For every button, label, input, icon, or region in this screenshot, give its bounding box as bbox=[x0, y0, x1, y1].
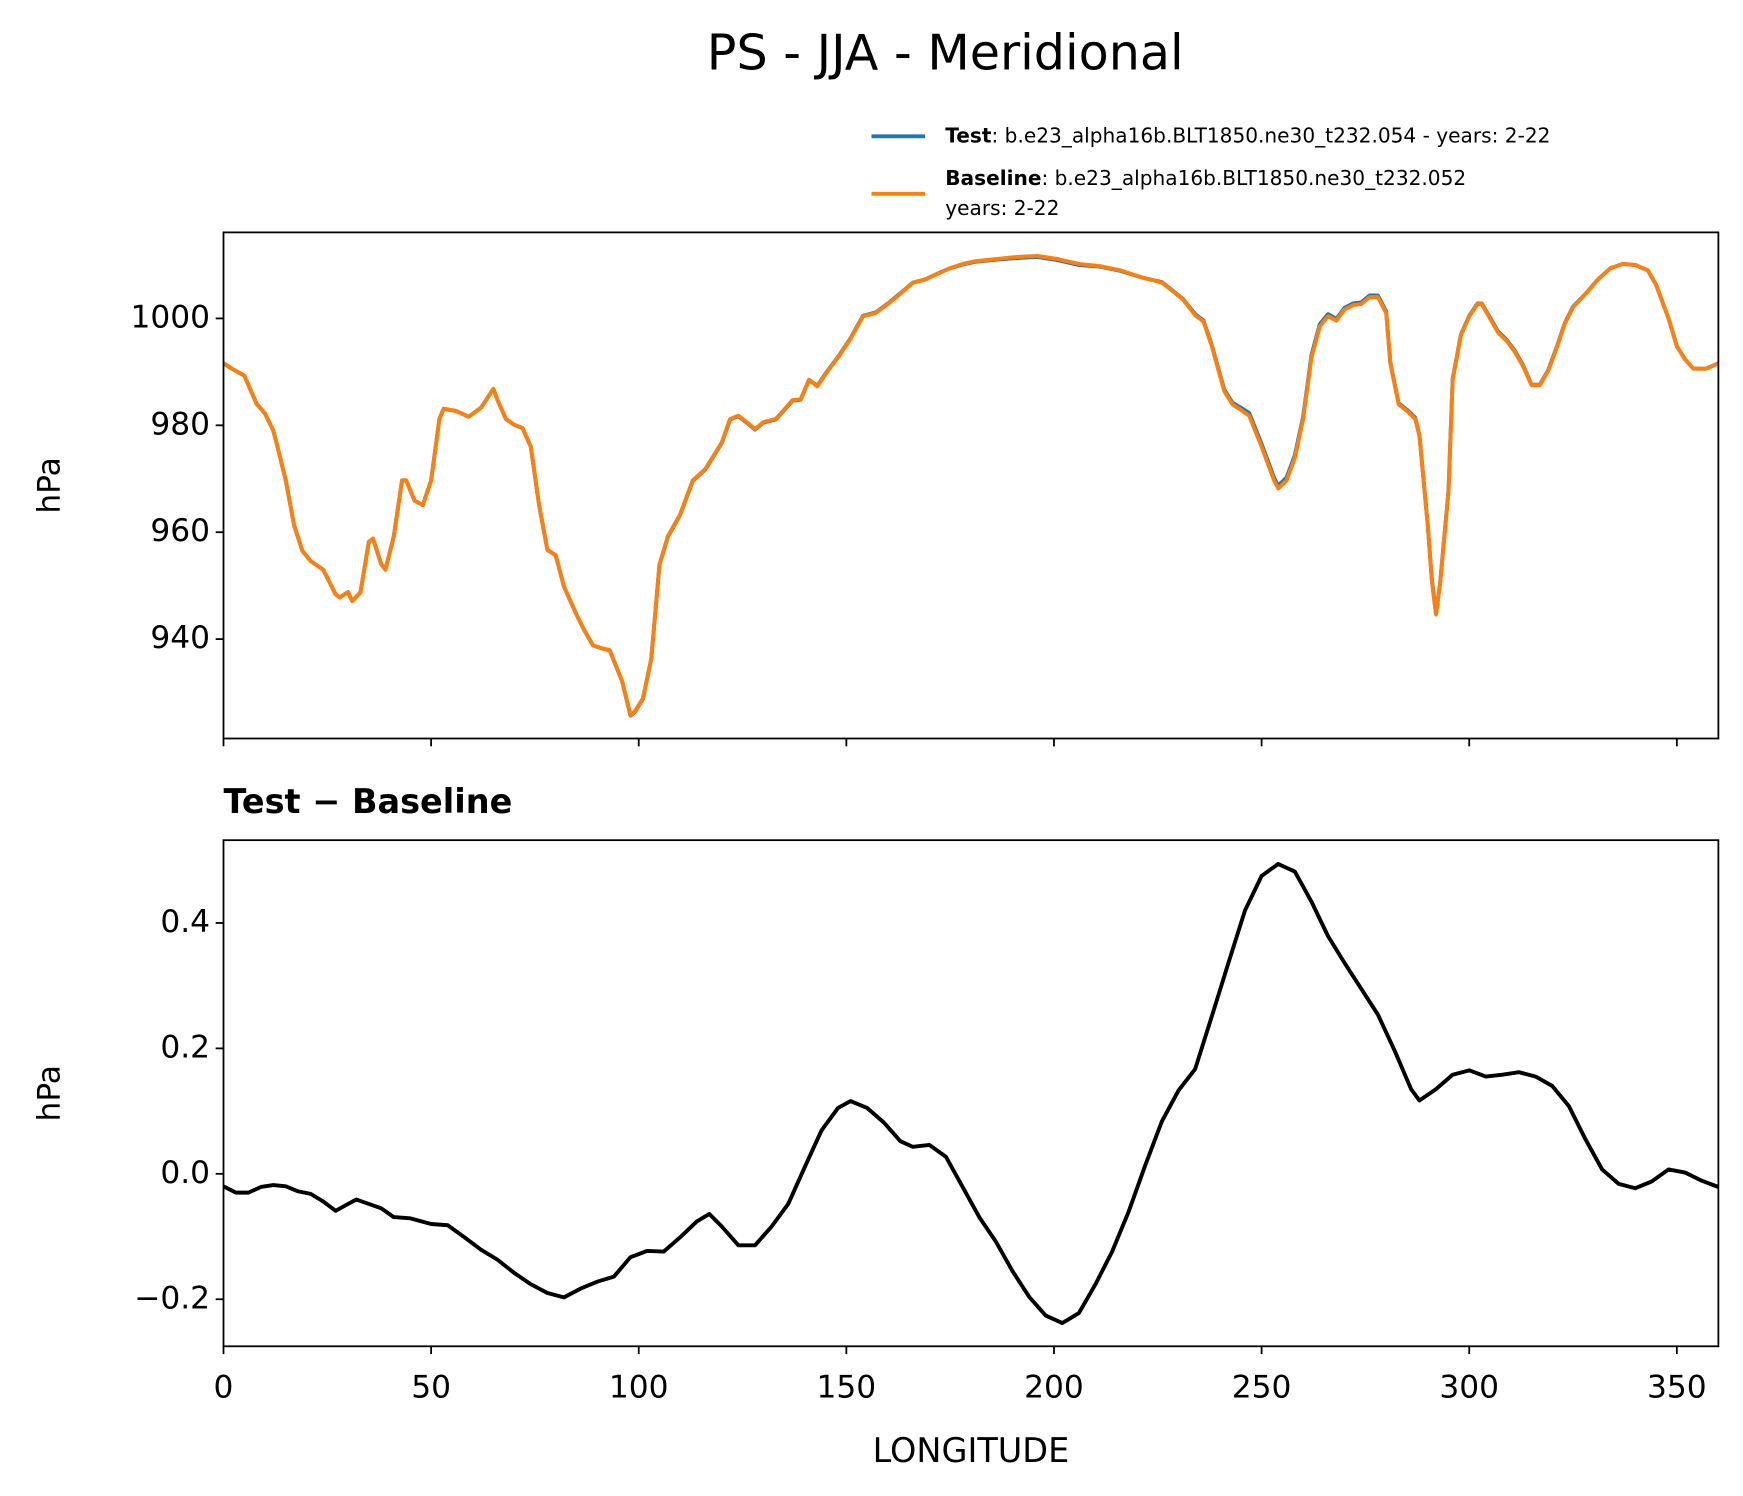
y-tick-label: 980 bbox=[150, 406, 210, 442]
legend-description: : b.e23_alpha16b.BLT1850.ne30_t232.054 -… bbox=[992, 123, 1551, 147]
y-tick-label: −0.2 bbox=[134, 1280, 210, 1316]
x-tick-label: 200 bbox=[1024, 1370, 1084, 1406]
data-line bbox=[222, 253, 1720, 717]
y-tick-label: 960 bbox=[150, 513, 210, 549]
y-tick-label: 0.2 bbox=[160, 1029, 210, 1065]
legend-label: years: 2-22 bbox=[945, 195, 1059, 219]
x-tick-label: 150 bbox=[817, 1370, 877, 1406]
y-tick-label: 0.0 bbox=[160, 1155, 210, 1191]
x-tick-label: 350 bbox=[1647, 1370, 1707, 1406]
legend-label: Test: b.e23_alpha16b.BLT1850.ne30_t232.0… bbox=[945, 123, 1550, 147]
legend: Test: b.e23_alpha16b.BLT1850.ne30_t232.0… bbox=[871, 123, 1550, 219]
axes: −0.2 0.0 0.2 0.4 0 50 100 150 200 250 300 350 Test −… bbox=[31, 782, 1720, 1470]
axes-frame bbox=[222, 231, 1720, 740]
y-axis-label: hPa bbox=[31, 1065, 67, 1121]
x-tick-label: 50 bbox=[411, 1370, 451, 1406]
legend-description: years: 2-22 bbox=[945, 195, 1059, 219]
axes: 940 960 980 1000 hPa bbox=[31, 231, 1720, 747]
x-tick-label: 250 bbox=[1232, 1370, 1292, 1406]
y-axis-label: hPa bbox=[31, 457, 67, 513]
legend-label: Baseline: b.e23_alpha16b.BLT1850.ne30_t2… bbox=[945, 165, 1466, 189]
legend-description: : b.e23_alpha16b.BLT1850.ne30_t232.052 bbox=[1041, 165, 1466, 189]
data-line bbox=[222, 862, 1720, 1326]
x-tick-label: 0 bbox=[214, 1370, 234, 1406]
legend-name: Baseline bbox=[945, 165, 1041, 189]
y-tick-label: 0.4 bbox=[160, 904, 210, 940]
y-tick-label: 1000 bbox=[131, 299, 211, 335]
axes-title: Test − Baseline bbox=[223, 782, 512, 821]
y-tick-label: 940 bbox=[150, 620, 210, 656]
x-tick-label: 100 bbox=[609, 1370, 669, 1406]
x-tick-label: 300 bbox=[1439, 1370, 1499, 1406]
legend-name: Test bbox=[945, 123, 992, 147]
axes-frame bbox=[222, 839, 1720, 1348]
x-axis-label: LONGITUDE bbox=[873, 1431, 1070, 1470]
figure-title: PS - JJA - Meridional bbox=[707, 23, 1184, 81]
